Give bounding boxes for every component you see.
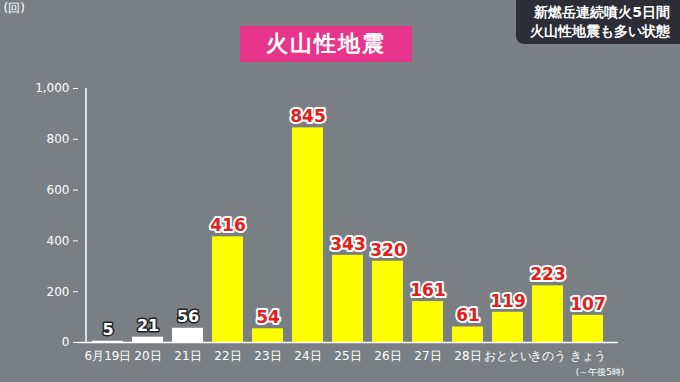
svg-text:56: 56	[177, 307, 199, 326]
svg-text:416: 416	[210, 215, 246, 235]
svg-text:25日: 25日	[334, 349, 361, 363]
svg-text:6月19日: 6月19日	[85, 349, 132, 363]
svg-text:24日: 24日	[294, 349, 321, 363]
svg-text:21日: 21日	[174, 349, 201, 363]
svg-text:(～午後5時): (～午後5時)	[576, 367, 625, 377]
svg-text:119: 119	[490, 291, 526, 311]
svg-text:20日: 20日	[134, 349, 161, 363]
svg-text:26日: 26日	[374, 349, 401, 363]
svg-text:23日: 23日	[254, 349, 281, 363]
svg-text:5: 5	[102, 320, 113, 339]
svg-text:600: 600	[47, 183, 70, 197]
html-text:火山性地震も多い状態: 火山性地震も多い状態	[530, 23, 670, 39]
html-text:火山性地震: 火山性地震	[266, 31, 386, 56]
svg-text:161: 161	[410, 280, 446, 300]
svg-text:1,000: 1,000	[35, 81, 69, 95]
svg-text:61: 61	[456, 305, 480, 325]
svg-text:きょう: きょう	[570, 349, 606, 363]
svg-text:0: 0	[62, 335, 70, 349]
svg-text:21: 21	[137, 316, 159, 335]
svg-text:343: 343	[330, 234, 366, 254]
svg-text:800: 800	[47, 132, 70, 146]
svg-text:おととい: おととい	[484, 349, 532, 363]
svg-text:(回): (回)	[4, 1, 25, 15]
svg-text:223: 223	[530, 264, 566, 284]
svg-text:107: 107	[570, 294, 606, 314]
svg-text:54: 54	[256, 307, 280, 327]
svg-text:400: 400	[47, 234, 70, 248]
svg-text:きのう: きのう	[530, 349, 566, 363]
svg-text:27日: 27日	[414, 349, 441, 363]
svg-text:200: 200	[47, 285, 70, 299]
svg-text:845: 845	[290, 106, 326, 126]
svg-text:28日: 28日	[454, 349, 481, 363]
html-text:新燃岳連続噴火5日間: 新燃岳連続噴火5日間	[534, 4, 670, 20]
svg-text:22日: 22日	[214, 349, 241, 363]
svg-text:320: 320	[370, 240, 406, 260]
